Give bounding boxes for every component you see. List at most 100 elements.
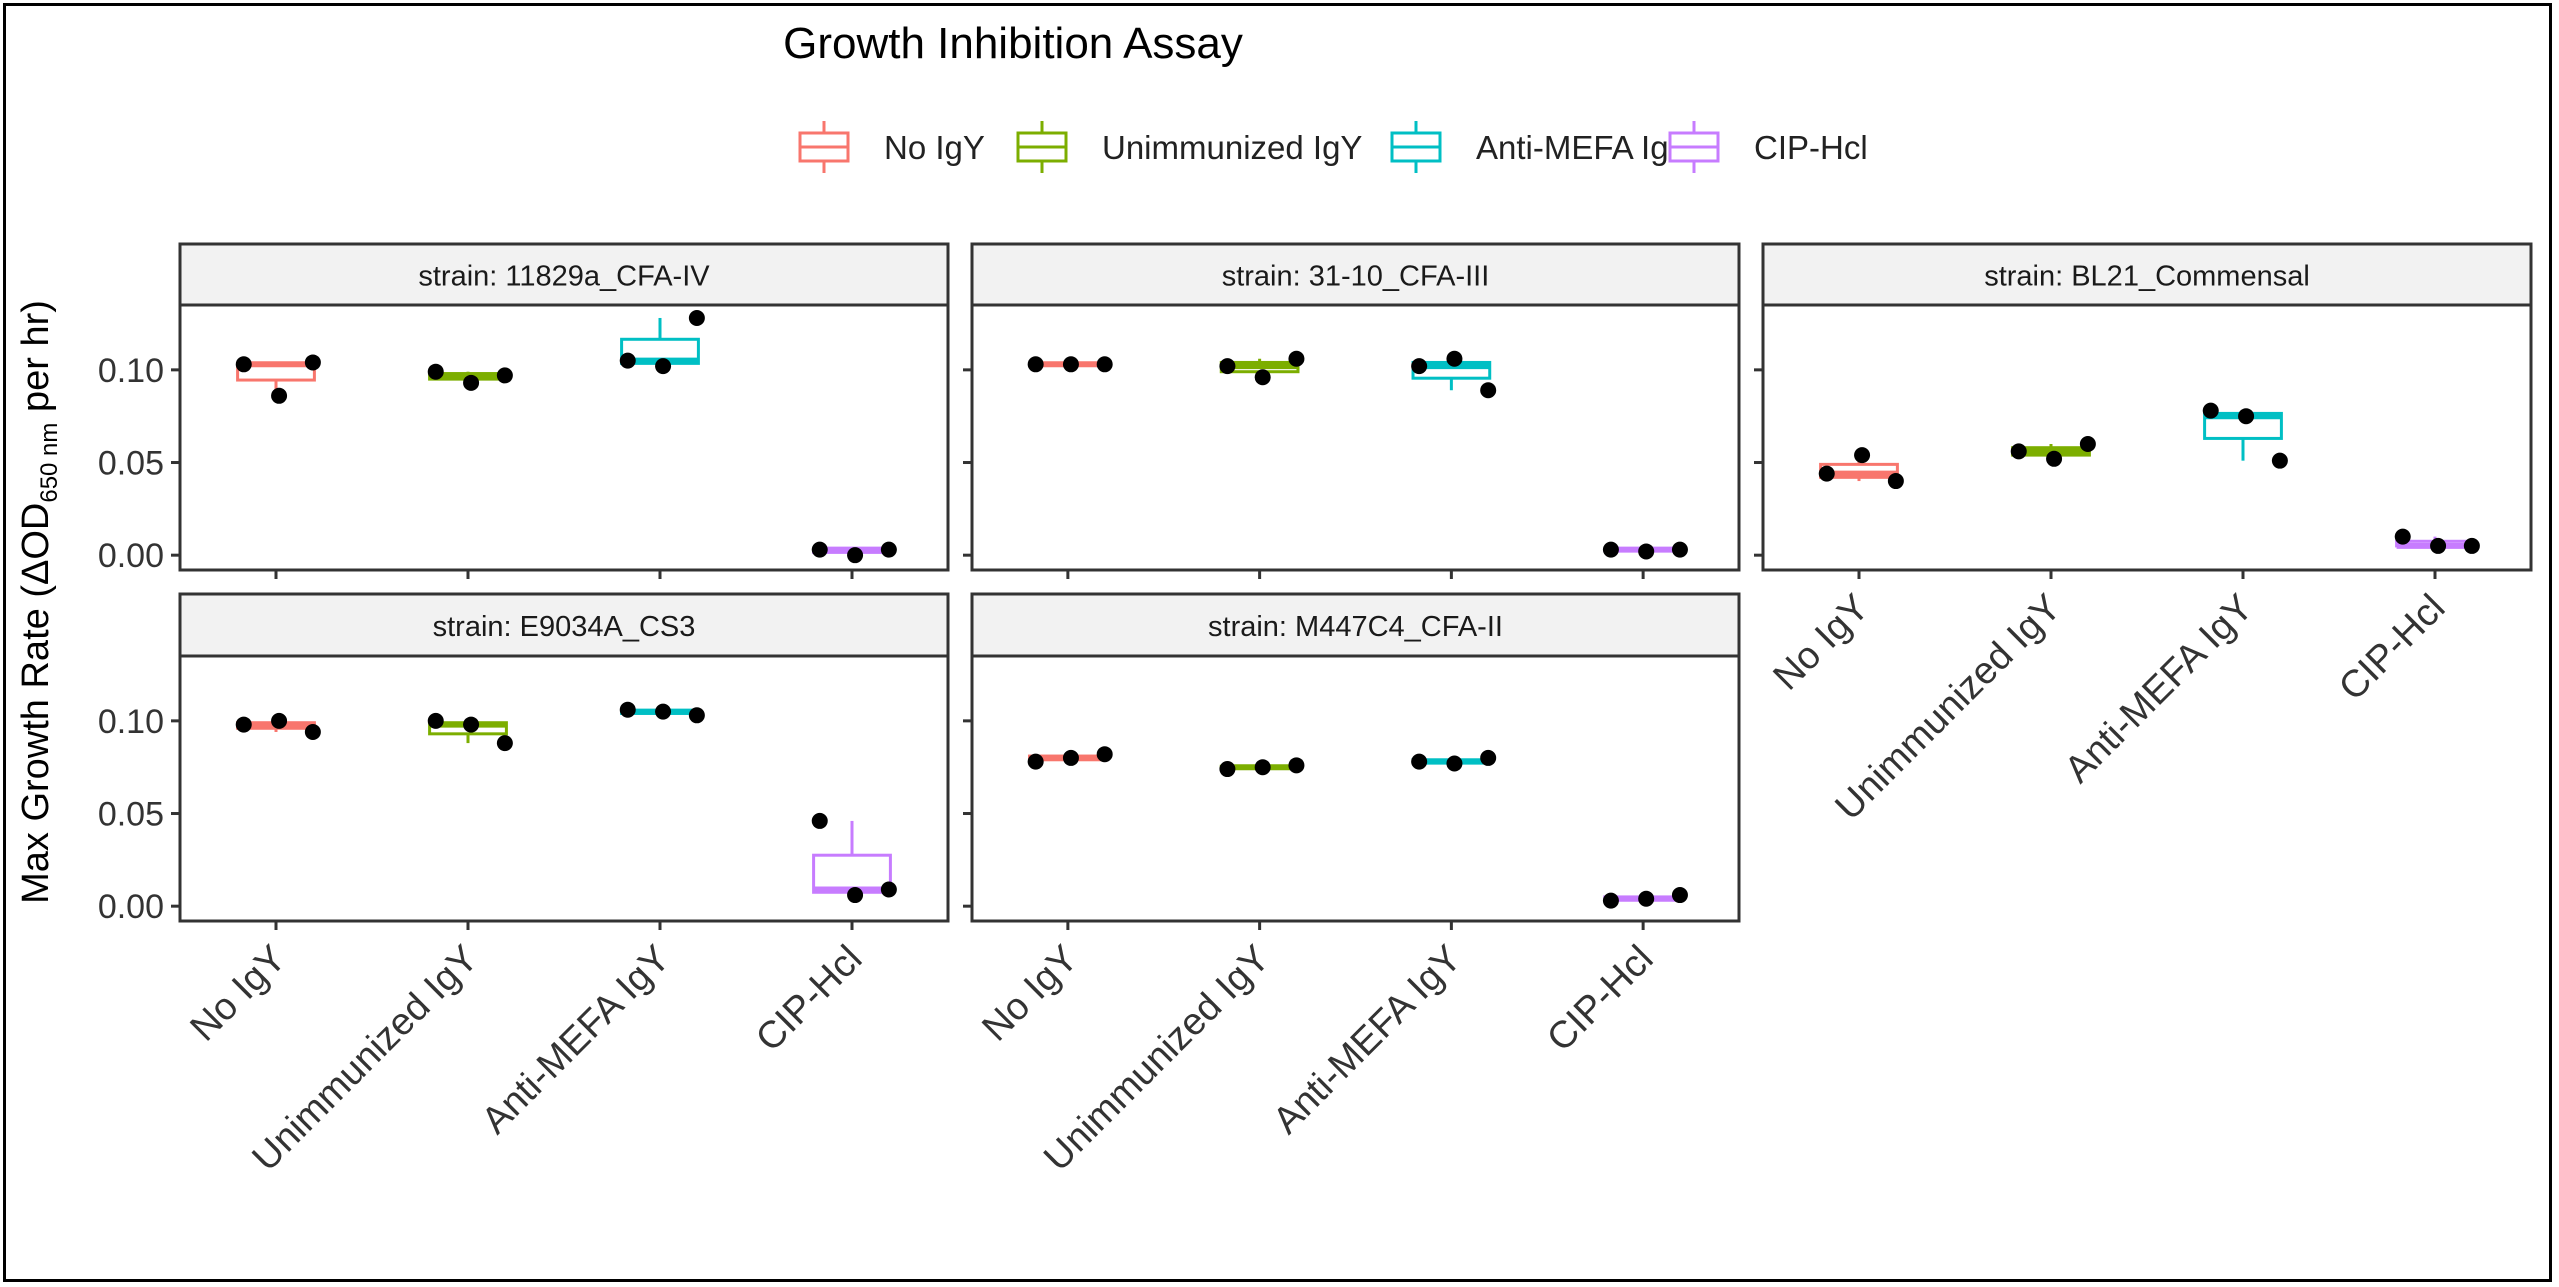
- box-anti-mefa-igy: [619, 701, 705, 724]
- box-anti-mefa-igy: [1411, 749, 1497, 772]
- data-point: [2202, 402, 2219, 419]
- panel-plot-area: [970, 303, 1741, 572]
- data-point: [1671, 887, 1688, 904]
- data-point: [1254, 369, 1271, 386]
- box-no-igy: [235, 712, 321, 740]
- box-body: [812, 853, 892, 894]
- data-point: [2394, 528, 2411, 545]
- data-point: [847, 887, 864, 904]
- legend-item-anti-mefa-igy: Anti-MEFA IgY: [1390, 121, 1691, 173]
- facet-strip: [178, 592, 950, 658]
- data-point: [1062, 749, 1079, 766]
- data-point: [1288, 350, 1305, 367]
- x-tick-label: No IgY: [183, 938, 295, 1050]
- data-point: [619, 352, 636, 369]
- data-point: [2430, 537, 2447, 554]
- box-unimmunized-igy: [1219, 757, 1305, 778]
- data-point: [2079, 435, 2096, 452]
- legend-item-no-igy: No IgY: [798, 121, 985, 173]
- x-tick-label: Anti-MEFA IgY: [474, 938, 678, 1142]
- data-point: [1638, 543, 1655, 560]
- data-point: [1411, 753, 1428, 770]
- y-axis-title: Max Growth Rate (ΔOD650 nm per hr): [15, 300, 63, 904]
- facet-strip: [1761, 242, 2533, 307]
- data-point: [463, 716, 480, 733]
- data-point: [1096, 746, 1113, 763]
- data-point: [688, 309, 705, 326]
- data-point: [2463, 537, 2480, 554]
- data-point: [655, 703, 672, 720]
- box-cip-hcl: [2394, 528, 2480, 554]
- y-tick-label: 0.10: [98, 352, 164, 390]
- data-point: [1602, 541, 1619, 558]
- data-point: [1638, 890, 1655, 907]
- box-unimmunized-igy: [427, 712, 513, 752]
- box-no-igy: [1818, 447, 1904, 490]
- data-point: [811, 541, 828, 558]
- legend-label: No IgY: [884, 129, 985, 166]
- data-point: [1854, 447, 1871, 464]
- x-tick-label: CIP-Hcl: [2331, 587, 2453, 709]
- legend-label: Anti-MEFA IgY: [1476, 129, 1691, 166]
- y-axis-title-suffix: per hr): [15, 300, 57, 422]
- data-point: [1887, 473, 1904, 490]
- facet-strip: [970, 242, 1741, 307]
- y-tick-label: 0.00: [98, 537, 164, 575]
- box-cip-hcl: [811, 812, 897, 904]
- y-tick-label: 0.05: [98, 445, 164, 483]
- data-point: [847, 547, 864, 564]
- box-no-igy: [1027, 746, 1113, 770]
- data-point: [1219, 358, 1236, 375]
- data-point: [1027, 356, 1044, 373]
- data-point: [1480, 749, 1497, 766]
- panel-plot-area: [970, 654, 1741, 923]
- box-no-igy: [235, 354, 321, 404]
- data-point: [880, 881, 897, 898]
- facet-strip-label: strain: E9034A_CS3: [433, 611, 696, 643]
- facet-strip-label: strain: 11829a_CFA-IV: [418, 261, 710, 293]
- data-point: [655, 358, 672, 375]
- box-no-igy: [1027, 356, 1113, 373]
- data-point: [235, 716, 252, 733]
- y-tick-label: 0.10: [98, 703, 164, 741]
- figure-frame: [3, 3, 2552, 1282]
- data-point: [1254, 759, 1271, 776]
- data-point: [811, 812, 828, 829]
- y-tick-label: 0.00: [98, 888, 164, 926]
- data-point: [496, 367, 513, 384]
- data-point: [271, 712, 288, 729]
- data-point: [1062, 356, 1079, 373]
- data-point: [304, 723, 321, 740]
- box-unimmunized-igy: [1219, 350, 1305, 386]
- box-unimmunized-igy: [2010, 435, 2096, 467]
- data-point: [2271, 452, 2288, 469]
- box-unimmunized-igy: [427, 363, 513, 391]
- legend-label: CIP-Hcl: [1754, 129, 1868, 166]
- x-tick-label: Anti-MEFA IgY: [1265, 938, 1469, 1142]
- data-point: [1219, 761, 1236, 778]
- data-point: [2046, 450, 2063, 467]
- data-point: [1096, 356, 1113, 373]
- legend-label: Unimmunized IgY: [1102, 129, 1362, 166]
- x-tick-label: CIP-Hcl: [748, 938, 870, 1060]
- box-anti-mefa-igy: [619, 309, 705, 375]
- panel-plot-area: [1761, 303, 2533, 572]
- box-cip-hcl: [1602, 887, 1688, 909]
- data-point: [1480, 382, 1497, 399]
- legend-item-unimmunized-igy: Unimmunized IgY: [1016, 121, 1362, 173]
- data-point: [304, 354, 321, 371]
- x-tick-label: Anti-MEFA IgY: [2057, 587, 2261, 791]
- data-point: [235, 356, 252, 373]
- data-point: [619, 701, 636, 718]
- facet-strip: [970, 592, 1741, 658]
- facet-strip-label: strain: M447C4_CFA-II: [1208, 611, 1503, 643]
- chart-title: Growth Inhibition Assay: [783, 19, 1243, 68]
- box-anti-mefa-igy: [2202, 402, 2288, 469]
- legend-item-cip-hcl: CIP-Hcl: [1668, 121, 1868, 173]
- data-point: [1671, 541, 1688, 558]
- panel-plot-area: [178, 303, 950, 572]
